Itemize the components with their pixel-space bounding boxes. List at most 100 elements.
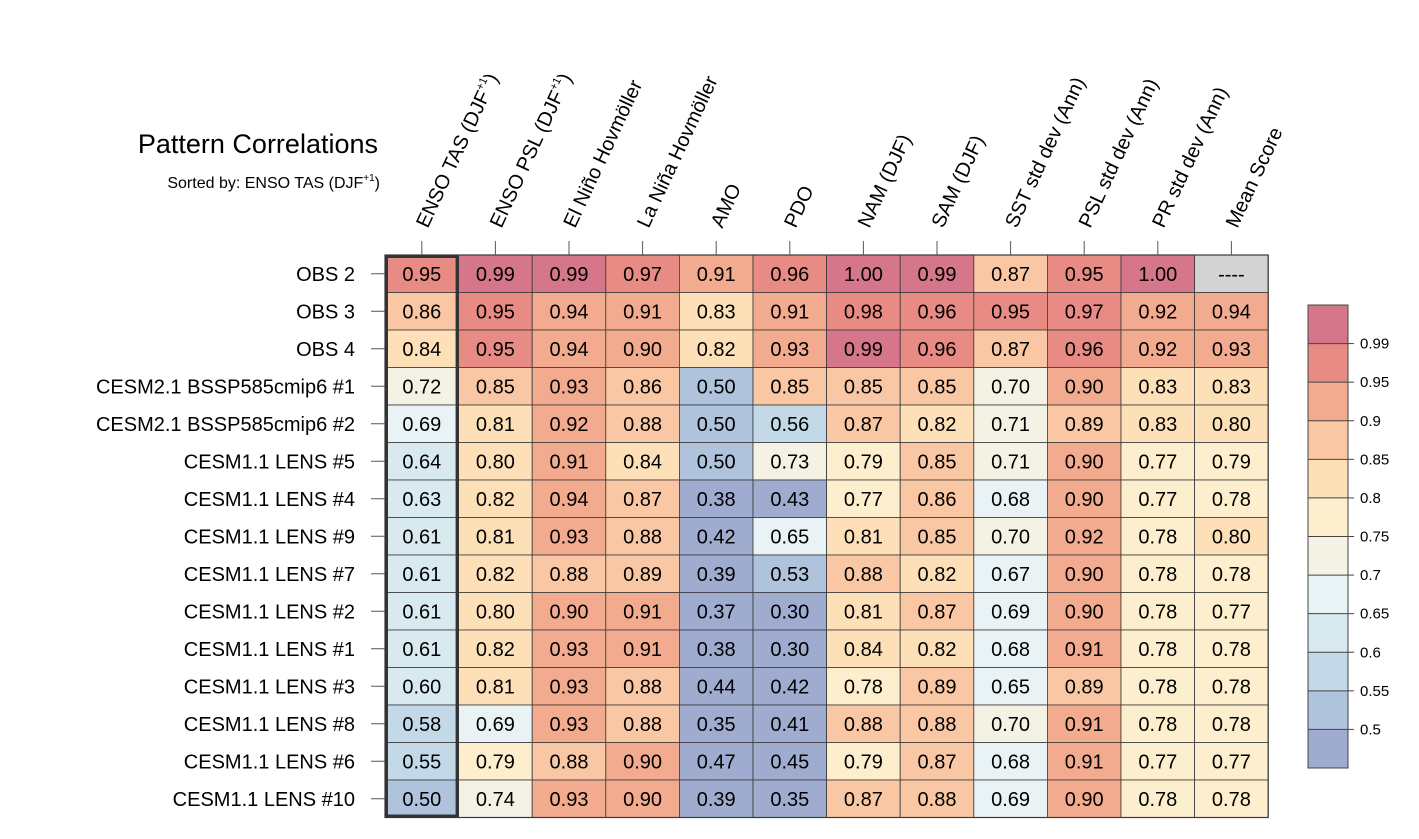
heatmap-cell: [384, 404, 459, 443]
cell-value: 0.61: [402, 601, 441, 623]
cell-value: 0.79: [1212, 451, 1251, 473]
cell-value: 0.89: [623, 564, 662, 586]
cell-value: 0.65: [770, 526, 809, 548]
cell-value: 0.92: [550, 414, 589, 436]
cell-value: 0.87: [918, 601, 957, 623]
heatmap-cell: [1120, 554, 1195, 593]
cell-value: 0.79: [476, 751, 515, 773]
colorbar-segment: [1308, 305, 1348, 344]
cell-value: 0.94: [550, 301, 589, 323]
cell-value: 0.92: [1138, 339, 1177, 361]
heatmap-cell: [899, 442, 975, 481]
heatmap-cell: [752, 254, 827, 293]
cell-value: 0.88: [918, 714, 957, 736]
heatmap-cell: [679, 592, 754, 631]
cell-value: 0.43: [770, 489, 809, 511]
cell-value: 0.69: [991, 789, 1030, 811]
heatmap-cell: [679, 404, 754, 443]
column-label: ENSO PSL (DJF+1): [485, 70, 577, 231]
cell-value: 0.82: [476, 489, 515, 511]
cell-value: 0.78: [1138, 564, 1177, 586]
heatmap-cell: [1194, 329, 1269, 368]
cell-value: 0.85: [770, 376, 809, 398]
heatmap-cell: [384, 442, 459, 481]
heatmap-cell: [899, 254, 975, 293]
cell-value: 0.86: [918, 489, 957, 511]
row-label: CESM1.1 LENS #9: [184, 526, 355, 548]
cell-value: 0.89: [1065, 414, 1104, 436]
cell-value: 0.83: [1138, 414, 1177, 436]
heatmap-cell: [973, 554, 1048, 593]
colorbar-border: [1307, 304, 1349, 769]
heatmap-cell: [899, 292, 975, 331]
heatmap-cell: [973, 292, 1048, 331]
heatmap-cell: [605, 329, 680, 368]
heatmap-cell: [1194, 704, 1269, 743]
cell-value: 0.60: [402, 676, 441, 698]
colorbar-segment: [1308, 575, 1348, 614]
heatmap-cell: [752, 292, 827, 331]
heatmap-cell: [531, 704, 607, 743]
heatmap-cell: [605, 367, 680, 406]
cell-value: 0.93: [550, 676, 589, 698]
row-label: CESM1.1 LENS #3: [184, 676, 355, 698]
cell-value: 0.47: [697, 751, 736, 773]
heatmap-cell: [1120, 292, 1195, 331]
colorbar: 0.5 0.55 0.6 0.65 0.7 0.75 0.8 0.85 0.9 0.95 0.99: [1307, 304, 1389, 769]
cell-value: 0.88: [918, 789, 957, 811]
cell-value: 0.92: [1065, 526, 1104, 548]
cell-value: 0.79: [844, 751, 883, 773]
cell-value: 0.84: [402, 339, 441, 361]
heatmap-cell: [826, 742, 901, 781]
cell-value: 0.78: [1212, 489, 1251, 511]
heatmap-grid: 0.95 0.99 0.99 0.97 0.91 0.96 1.00 0.99 0.87 0.95…: [384, 254, 1269, 819]
heatmap-cell: [1047, 367, 1122, 406]
cell-value: 0.74: [476, 789, 515, 811]
cell-value: 0.85: [918, 376, 957, 398]
cell-value: 0.30: [770, 639, 809, 661]
cell-value: 0.56: [770, 414, 809, 436]
cell-value: 0.88: [550, 564, 589, 586]
cell-value: 0.55: [402, 751, 441, 773]
subtitle-prefix: Sorted by:: [167, 175, 244, 192]
heatmap-cell: [1194, 479, 1269, 518]
cell-value: 0.90: [1065, 789, 1104, 811]
cell-value: 0.93: [550, 714, 589, 736]
heatmap-cell: [1047, 704, 1122, 743]
heatmap-cell: [384, 554, 459, 593]
heatmap-cell: [752, 742, 827, 781]
heatmap-cell: [458, 592, 533, 631]
cell-value: 0.95: [991, 301, 1030, 323]
cell-value: 0.80: [476, 601, 515, 623]
colorbar-segment: [1308, 729, 1348, 768]
cell-value: 0.88: [623, 676, 662, 698]
row-label: OBS 2: [296, 264, 355, 286]
cell-value: 0.84: [844, 639, 883, 661]
row-label: OBS 3: [296, 301, 355, 323]
cell-value: 0.71: [991, 451, 1030, 473]
cell-value: 0.87: [844, 414, 883, 436]
heatmap-cell: [384, 742, 459, 781]
cell-value: 0.99: [550, 264, 589, 286]
heatmap-cell: [679, 517, 754, 556]
cell-value: 0.93: [550, 526, 589, 548]
heatmap-cell: [1047, 254, 1122, 293]
cell-value: 0.78: [1138, 601, 1177, 623]
cell-value: 0.95: [402, 264, 441, 286]
heatmap-cell: [458, 704, 533, 743]
cell-value: 0.39: [697, 789, 736, 811]
cell-value: 0.90: [1065, 451, 1104, 473]
cell-value: 0.53: [770, 564, 809, 586]
cell-value: 0.78: [1212, 676, 1251, 698]
cell-value: 0.88: [550, 751, 589, 773]
cell-value: 0.87: [918, 751, 957, 773]
cell-value: 0.87: [844, 789, 883, 811]
heatmap-cell: [752, 404, 827, 443]
cell-value: 0.42: [770, 676, 809, 698]
heatmap-cell: [973, 629, 1048, 668]
heatmap-cell: [531, 367, 607, 406]
cell-value: 0.83: [1138, 376, 1177, 398]
cell-value: 0.82: [918, 414, 957, 436]
heatmap-cell: [752, 479, 827, 518]
heatmap-cell: [752, 367, 827, 406]
